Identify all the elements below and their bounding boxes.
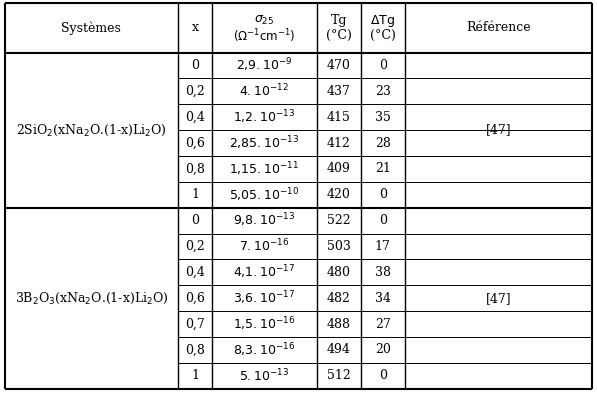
Text: 17: 17 [375, 240, 390, 253]
Text: 415: 415 [327, 111, 350, 124]
Text: 34: 34 [375, 291, 391, 305]
Text: 0,6: 0,6 [185, 291, 205, 305]
Text: 0: 0 [191, 214, 199, 227]
Text: 23: 23 [375, 85, 390, 98]
Text: 21: 21 [375, 162, 390, 176]
Text: 0: 0 [191, 59, 199, 72]
Text: Référence: Référence [466, 21, 531, 35]
Text: $5{.}10^{-13}$: $5{.}10^{-13}$ [239, 367, 290, 384]
Text: 0,4: 0,4 [185, 111, 205, 124]
Text: 0,7: 0,7 [185, 317, 205, 331]
Text: 420: 420 [327, 188, 350, 201]
Text: $\Delta$Tg: $\Delta$Tg [370, 13, 395, 29]
Text: 437: 437 [327, 85, 350, 98]
Text: $4{,}1{.}10^{-17}$: $4{,}1{.}10^{-17}$ [233, 264, 296, 281]
Text: Tg: Tg [331, 15, 347, 28]
Text: $1{,}5{.}10^{-16}$: $1{,}5{.}10^{-16}$ [233, 315, 296, 333]
Text: $4{.}10^{-12}$: $4{.}10^{-12}$ [239, 83, 290, 100]
Text: 2SiO$_2$(xNa$_2$O.(1-x)Li$_2$O): 2SiO$_2$(xNa$_2$O.(1-x)Li$_2$O) [16, 123, 167, 138]
Text: $8{,}3{.}10^{-16}$: $8{,}3{.}10^{-16}$ [233, 341, 296, 359]
Text: x: x [192, 21, 199, 35]
Text: $2{,}9{.}10^{-9}$: $2{,}9{.}10^{-9}$ [236, 57, 293, 74]
Text: 38: 38 [375, 266, 391, 279]
Text: 470: 470 [327, 59, 350, 72]
Text: 35: 35 [375, 111, 390, 124]
Text: $2{,}85{.}10^{-13}$: $2{,}85{.}10^{-13}$ [229, 134, 300, 152]
Text: 1: 1 [191, 369, 199, 382]
Text: 482: 482 [327, 291, 350, 305]
Text: 0: 0 [379, 214, 387, 227]
Text: $\sigma_{25}$: $\sigma_{25}$ [254, 15, 275, 28]
Text: 494: 494 [327, 343, 350, 357]
Text: 0,2: 0,2 [185, 85, 205, 98]
Text: $1{,}15{.}10^{-11}$: $1{,}15{.}10^{-11}$ [229, 160, 299, 178]
Text: (°C): (°C) [370, 30, 396, 43]
Text: 27: 27 [375, 317, 390, 331]
Text: 0: 0 [379, 59, 387, 72]
Text: 0: 0 [379, 369, 387, 382]
Text: $(\Omega^{-1}$cm$^{-1})$: $(\Omega^{-1}$cm$^{-1})$ [233, 27, 296, 45]
Text: Systèmes: Systèmes [61, 21, 121, 35]
Text: [47]: [47] [486, 291, 512, 305]
Text: 412: 412 [327, 136, 350, 150]
Text: 503: 503 [327, 240, 350, 253]
Text: 522: 522 [327, 214, 350, 227]
Text: (°C): (°C) [326, 30, 352, 43]
Text: 0,6: 0,6 [185, 136, 205, 150]
Text: 0,8: 0,8 [185, 162, 205, 176]
Text: $3{,}6{.}10^{-17}$: $3{,}6{.}10^{-17}$ [233, 289, 296, 307]
Text: $5{,}05{.}10^{-10}$: $5{,}05{.}10^{-10}$ [229, 186, 300, 203]
Text: 0,8: 0,8 [185, 343, 205, 357]
Text: 488: 488 [327, 317, 351, 331]
Text: 28: 28 [375, 136, 390, 150]
Text: 20: 20 [375, 343, 390, 357]
Text: 0,4: 0,4 [185, 266, 205, 279]
Text: 409: 409 [327, 162, 350, 176]
Text: 1: 1 [191, 188, 199, 201]
Text: 0,2: 0,2 [185, 240, 205, 253]
Text: $9{,}8{.}10^{-13}$: $9{,}8{.}10^{-13}$ [233, 212, 296, 229]
Text: 480: 480 [327, 266, 351, 279]
Text: $1{,}2{.}10^{-13}$: $1{,}2{.}10^{-13}$ [233, 108, 296, 126]
Text: $7{.}10^{-16}$: $7{.}10^{-16}$ [239, 238, 290, 255]
Text: [47]: [47] [486, 123, 512, 137]
Text: 3B$_2$O$_3$(xNa$_2$O.(1-x)Li$_2$O): 3B$_2$O$_3$(xNa$_2$O.(1-x)Li$_2$O) [15, 291, 168, 306]
Text: 0: 0 [379, 188, 387, 201]
Text: 512: 512 [327, 369, 350, 382]
